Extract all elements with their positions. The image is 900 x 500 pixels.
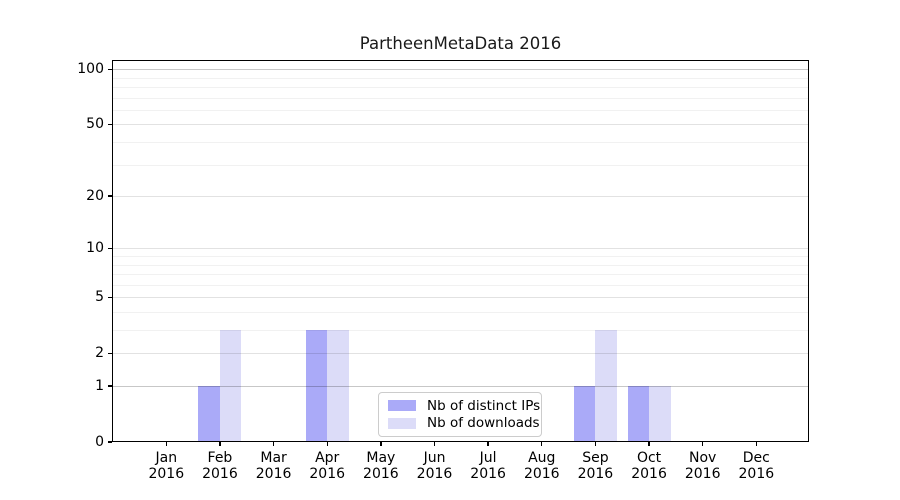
major-gridline: [113, 353, 808, 355]
minor-gridline: [113, 311, 808, 313]
major-gridline: [113, 196, 808, 198]
y-tick-mark: [108, 296, 112, 298]
y-tick-label: 50: [86, 116, 104, 133]
x-tick-mark: [755, 442, 757, 446]
minor-gridline: [113, 264, 808, 266]
minor-gridline: [113, 97, 808, 99]
minor-gridline: [113, 87, 808, 89]
x-tick-mark: [380, 442, 382, 446]
y-tick-label: 10: [86, 240, 104, 257]
x-tick-label: Sep 2016: [577, 450, 614, 482]
x-tick-mark: [541, 442, 543, 446]
legend-label-distinct-ips: Nb of distinct IPs: [427, 397, 541, 414]
x-tick-mark: [326, 442, 328, 446]
x-tick-label: Aug 2016: [523, 450, 560, 482]
x-tick-mark: [648, 442, 650, 446]
major-gridline: [113, 386, 808, 387]
minor-gridline: [113, 77, 808, 79]
x-tick-label: Nov 2016: [684, 450, 721, 482]
y-tick-label: 20: [86, 188, 104, 205]
x-tick-mark: [272, 442, 275, 446]
x-tick-mark: [702, 442, 704, 446]
y-tick-label: 5: [95, 289, 104, 306]
legend-item-distinct-ips: Nb of distinct IPs: [388, 398, 540, 414]
x-tick-mark: [165, 442, 167, 446]
x-tick-label: Jul 2016: [470, 450, 506, 482]
bar-downloads: [219, 330, 242, 442]
minor-gridline: [113, 109, 808, 111]
bar-distinct-ips: [573, 386, 596, 442]
minor-gridline: [113, 274, 808, 276]
x-tick-mark: [594, 442, 597, 446]
legend-swatch-distinct-ips-icon: [388, 400, 416, 412]
legend-swatch-downloads-icon: [388, 417, 416, 429]
legend-label-downloads: Nb of downloads: [427, 415, 540, 432]
y-tick-mark: [108, 195, 112, 197]
major-gridline: [113, 69, 808, 71]
x-tick-mark: [433, 442, 436, 446]
x-tick-label: Dec 2016: [738, 450, 775, 482]
plot-border: [112, 60, 809, 442]
x-tick-label: Oct 2016: [631, 450, 667, 482]
y-tick-label: 1: [95, 378, 104, 394]
y-tick-mark: [108, 123, 112, 126]
bar-distinct-ips: [627, 386, 650, 442]
x-tick-label: Apr 2016: [309, 450, 346, 482]
y-tick-mark: [108, 385, 112, 387]
x-tick-label: May 2016: [363, 450, 399, 482]
y-tick-mark: [108, 247, 112, 249]
minor-gridline: [113, 142, 808, 144]
x-tick-mark: [219, 442, 221, 446]
x-tick-label: Jun 2016: [416, 450, 453, 482]
y-tick-mark: [108, 441, 112, 443]
bar-downloads: [595, 330, 617, 442]
x-tick-label: Jan 2016: [148, 450, 185, 482]
chart-title: PartheenMetaData 2016: [359, 34, 562, 53]
major-gridline: [113, 124, 808, 126]
legend-item-downloads: Nb of downloads: [388, 415, 540, 431]
minor-gridline: [113, 330, 808, 332]
bar-distinct-ips: [198, 386, 220, 442]
y-tick-label: 2: [95, 345, 104, 362]
x-tick-label: Mar 2016: [255, 450, 292, 482]
minor-gridline: [113, 284, 808, 286]
y-tick-mark: [108, 68, 112, 70]
y-tick-label: 100: [77, 61, 104, 78]
bar-downloads: [327, 330, 349, 442]
bar-downloads: [649, 386, 671, 442]
bar-distinct-ips: [305, 330, 328, 442]
y-tick-mark: [108, 352, 112, 354]
x-tick-mark: [487, 442, 489, 446]
minor-gridline: [113, 164, 808, 166]
y-tick-label: 0: [95, 434, 104, 450]
x-tick-label: Feb 2016: [202, 450, 238, 482]
major-gridline: [113, 297, 808, 299]
major-gridline: [113, 248, 808, 250]
minor-gridline: [113, 256, 808, 257]
legend: Nb of distinct IPs Nb of downloads: [378, 392, 542, 437]
